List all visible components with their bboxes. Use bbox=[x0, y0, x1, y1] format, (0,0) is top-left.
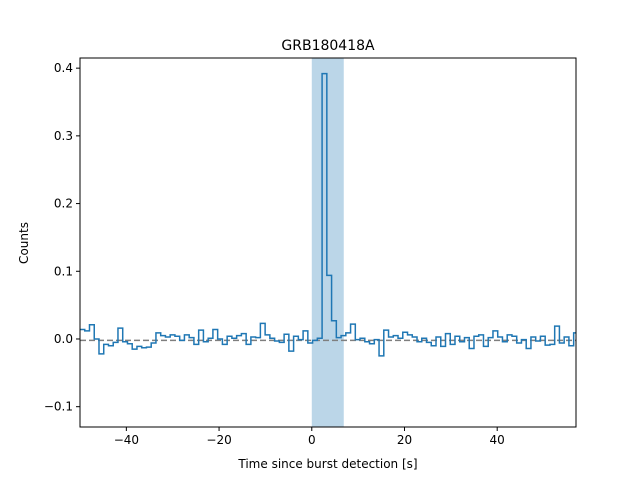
y-tick-label: 0.1 bbox=[54, 264, 73, 278]
x-tick-label: −40 bbox=[114, 433, 139, 447]
x-axis-label: Time since burst detection [s] bbox=[237, 457, 417, 471]
burst-highlight-span bbox=[311, 58, 344, 427]
axes: −40 −20 0 20 40 −0.1 0.0 0.1 0.2 0.3 0.4 bbox=[44, 57, 577, 447]
y-axis-label: Counts bbox=[17, 222, 31, 264]
y-tick-label: 0.3 bbox=[54, 129, 73, 143]
chart-title: GRB180418A bbox=[281, 38, 375, 54]
y-tick-label: 0.4 bbox=[54, 61, 73, 75]
counts-step-series bbox=[80, 72, 576, 357]
y-tick-label: 0.0 bbox=[54, 332, 73, 346]
x-tick-label: 20 bbox=[397, 433, 412, 447]
x-tick-label: −20 bbox=[206, 433, 231, 447]
plot-area bbox=[80, 58, 576, 427]
y-tick-label: −0.1 bbox=[44, 400, 73, 414]
axes-frame bbox=[79, 57, 577, 428]
x-tick-label: 0 bbox=[308, 433, 316, 447]
x-tick-label: 40 bbox=[490, 433, 505, 447]
y-tick-label: 0.2 bbox=[54, 197, 73, 211]
